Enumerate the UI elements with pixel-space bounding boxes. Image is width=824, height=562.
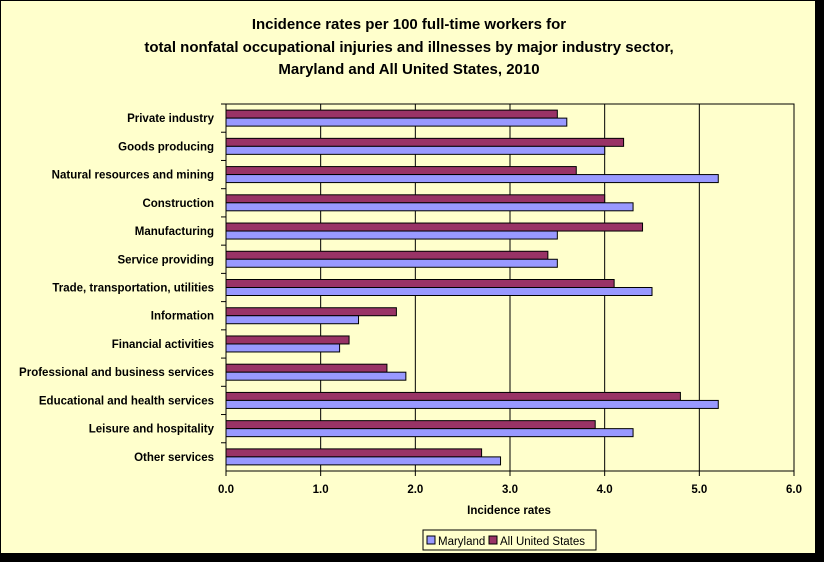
x-tick-label: 2.0 [407, 484, 423, 496]
bar-all-united-states [225, 335, 350, 345]
bar-maryland [225, 343, 341, 353]
bar-maryland [225, 456, 502, 466]
chart-title-line-1: Incidence rates per 100 full-time worker… [252, 16, 566, 33]
bar-all-united-states [225, 194, 606, 204]
legend-box [422, 529, 597, 551]
bar-maryland [225, 202, 634, 212]
legend-swatch-all-united-states [488, 535, 498, 545]
chart-title-line-3: Maryland and All United States, 2010 [278, 61, 539, 78]
category-label: Leisure and hospitality [89, 424, 215, 436]
bar-all-united-states [225, 448, 483, 458]
category-label: Professional and business services [19, 367, 214, 379]
bar-all-united-states [225, 307, 397, 317]
category-label: Other services [134, 452, 214, 464]
category-label: Natural resources and mining [52, 170, 214, 182]
category-label: Financial activities [112, 339, 214, 351]
bar-all-united-states [225, 166, 577, 176]
x-tick-label: 5.0 [691, 484, 707, 496]
x-tick-label: 4.0 [597, 484, 613, 496]
bar-maryland [225, 145, 606, 155]
x-tick-label: 0.0 [218, 484, 234, 496]
bar-maryland [225, 315, 360, 325]
x-tick-label: 6.0 [786, 484, 802, 496]
bar-all-united-states [225, 279, 615, 288]
bar-maryland [225, 428, 634, 438]
bar-maryland [225, 117, 568, 127]
category-label: Trade, transportation, utilities [52, 283, 214, 295]
bar-all-united-states [225, 250, 549, 260]
bar-maryland [225, 230, 558, 240]
bar-maryland [225, 258, 558, 268]
x-axis-title: Incidence rates [467, 505, 551, 517]
x-tick-label: 3.0 [502, 484, 518, 496]
bar-chart: Incidence rates per 100 full-time worker… [19, 16, 802, 551]
category-label: Service providing [117, 254, 214, 266]
category-label: Construction [142, 198, 214, 210]
category-label: Private industry [127, 113, 215, 125]
bar-maryland [225, 287, 653, 296]
bar-all-united-states [225, 363, 388, 373]
legend-swatch-maryland [426, 535, 436, 545]
x-tick-label: 1.0 [313, 484, 329, 496]
bar-all-united-states [225, 222, 644, 232]
chart-frame: Incidence rates per 100 full-time worker… [0, 0, 816, 554]
category-label: Information [151, 311, 214, 323]
legend-label-maryland: Maryland [438, 536, 485, 548]
bar-all-united-states [225, 137, 625, 147]
bar-all-united-states [225, 391, 681, 401]
chart-title-line-2: total nonfatal occupational injuries and… [144, 39, 673, 56]
bar-maryland [225, 174, 719, 184]
category-label: Educational and health services [39, 395, 214, 407]
bar-all-united-states [225, 109, 558, 119]
category-label: Manufacturing [135, 226, 214, 238]
category-label: Goods producing [118, 141, 214, 153]
legend-label-all-united-states: All United States [500, 536, 585, 548]
bar-maryland [225, 399, 719, 409]
bar-maryland [225, 371, 407, 381]
bar-all-united-states [225, 420, 596, 430]
